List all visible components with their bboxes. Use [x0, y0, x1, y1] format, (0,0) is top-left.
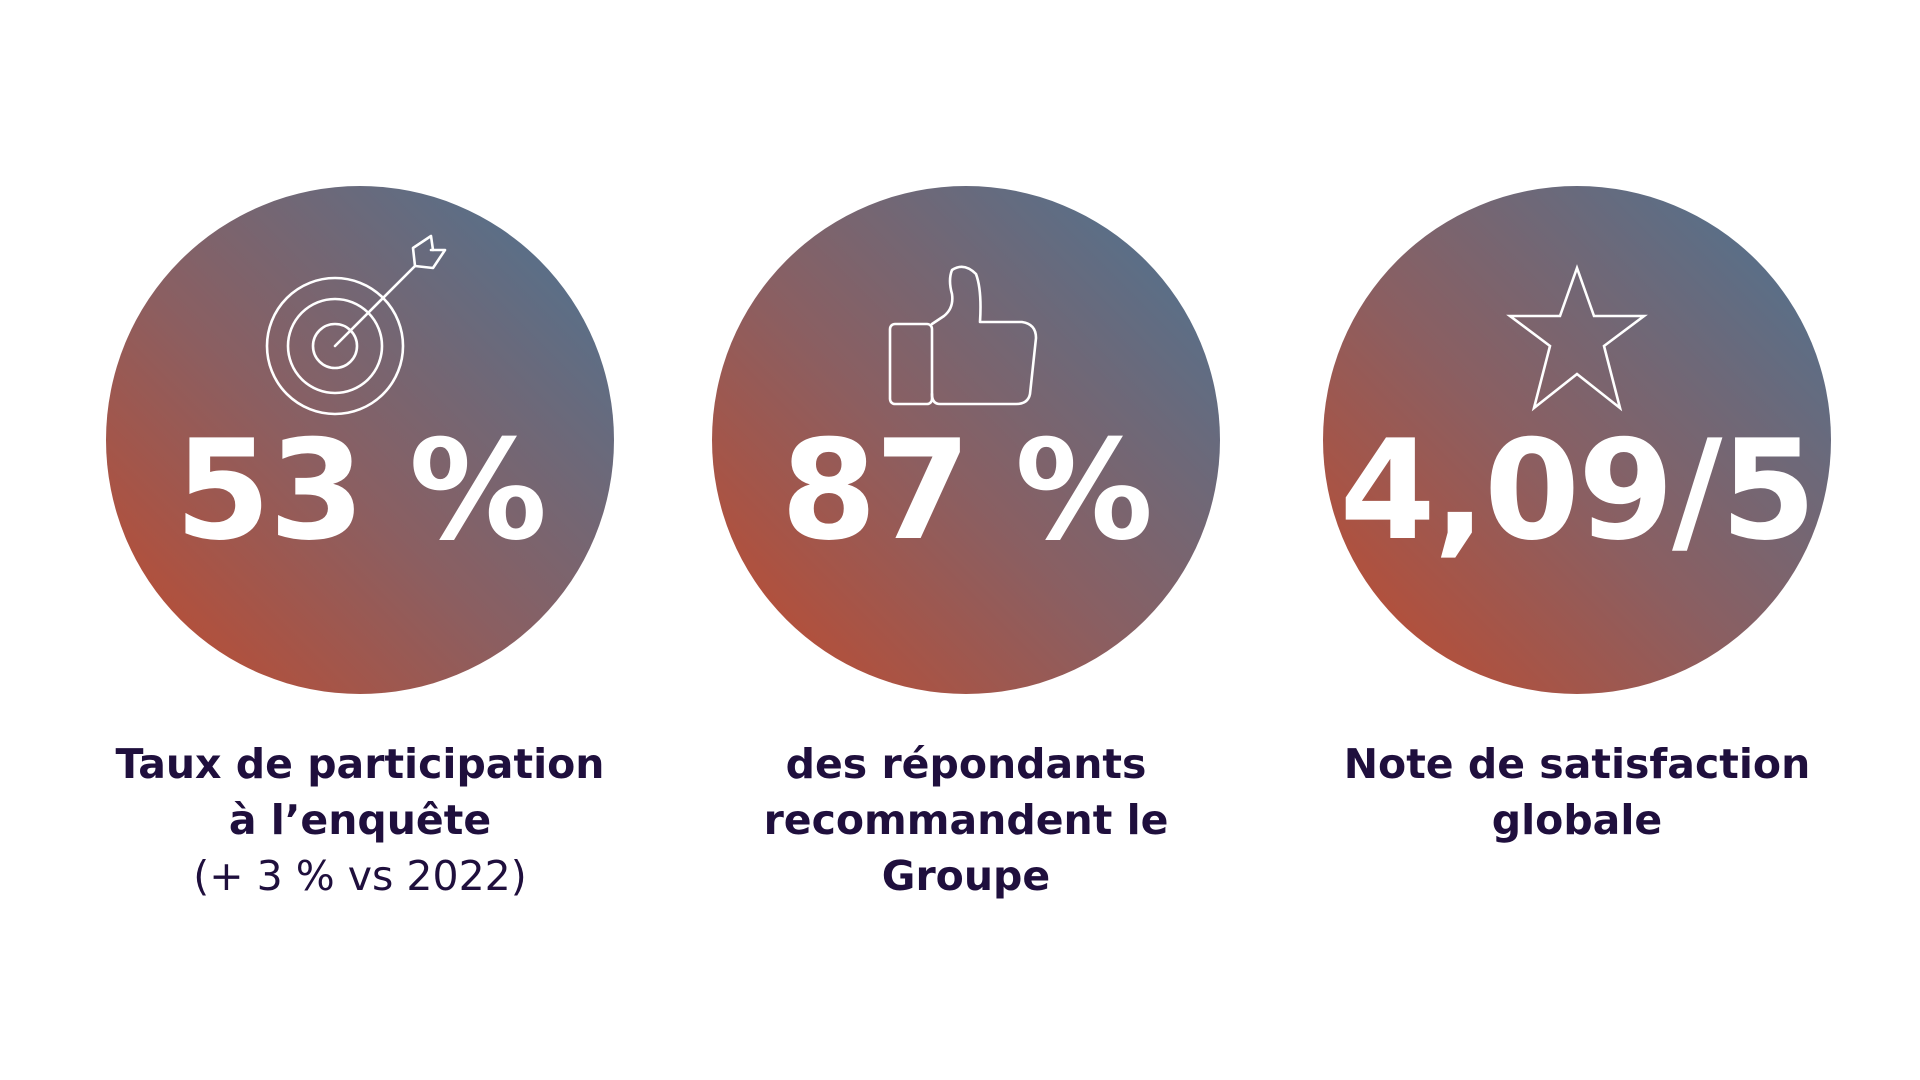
stat-circle: 53 %	[106, 186, 614, 694]
caption-line: à l’enquête	[228, 796, 492, 844]
stat-value: 4,09/5	[1339, 410, 1817, 571]
stat-recommendation: 87 % des répondants recommandent le Grou…	[686, 0, 1246, 1080]
caption-line: Taux de participation	[115, 740, 605, 788]
star-icon	[1502, 264, 1652, 414]
caption-note: (+ 3 % vs 2022)	[193, 852, 527, 900]
stat-value: 87 %	[780, 410, 1153, 571]
stat-participation: 53 % Taux de participation à l’enquête (…	[80, 0, 640, 1080]
caption-line: des répondants	[785, 740, 1147, 788]
caption-line: Note de satisfaction	[1343, 740, 1811, 788]
target-arrow-icon	[265, 226, 455, 416]
caption-line: recommandent le	[763, 796, 1169, 844]
stat-satisfaction: 4,09/5 Note de satisfaction globale	[1297, 0, 1857, 1080]
stat-value: 53 %	[174, 410, 547, 571]
stat-circle: 87 %	[712, 186, 1220, 694]
caption-line: Groupe	[881, 852, 1051, 900]
caption-line: globale	[1491, 796, 1663, 844]
stat-caption: des répondants recommandent le Groupe	[686, 736, 1246, 904]
stat-circle: 4,09/5	[1323, 186, 1831, 694]
stat-caption: Note de satisfaction globale	[1297, 736, 1857, 848]
thumbs-up-icon	[886, 262, 1046, 412]
stat-caption: Taux de participation à l’enquête (+ 3 %…	[80, 736, 640, 904]
